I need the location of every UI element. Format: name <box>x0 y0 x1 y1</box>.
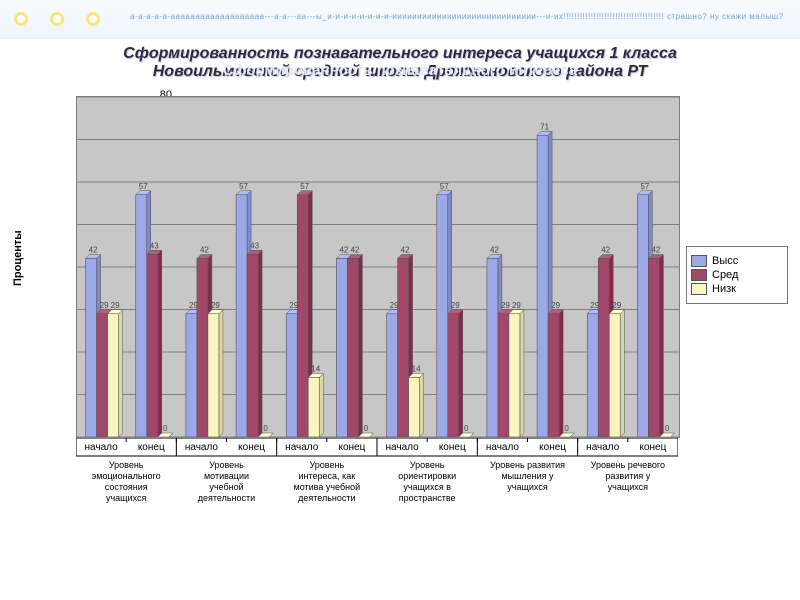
svg-text:Уровень: Уровень <box>209 460 244 470</box>
svg-text:0: 0 <box>163 424 168 433</box>
y-axis-label: Проценты <box>12 230 24 286</box>
flower-icon <box>44 6 70 32</box>
plot-area: 4229295743029422957430295714424202942145… <box>76 96 680 438</box>
svg-text:конец: конец <box>338 442 365 453</box>
svg-text:0: 0 <box>263 424 268 433</box>
svg-text:29: 29 <box>512 301 521 310</box>
svg-text:29: 29 <box>111 301 120 310</box>
svg-text:ориентировки: ориентировки <box>398 471 456 481</box>
svg-text:мотивации: мотивации <box>204 471 249 481</box>
svg-text:начало: начало <box>486 442 520 453</box>
svg-text:42: 42 <box>401 246 410 255</box>
svg-text:учащихся: учащихся <box>507 482 548 492</box>
x-axis: началоконецУровеньэмоциональногосостояни… <box>76 438 678 578</box>
svg-text:57: 57 <box>440 182 449 191</box>
svg-text:эмоционального: эмоционального <box>92 471 161 481</box>
svg-text:учащихся: учащихся <box>608 482 649 492</box>
svg-text:0: 0 <box>564 424 569 433</box>
decorative-banner: а-а-а-а-а-ааааааааааааааааааа---а-а---аа… <box>0 0 800 39</box>
svg-text:29: 29 <box>211 301 220 310</box>
flower-icon <box>80 6 106 32</box>
svg-text:развития у: развития у <box>605 471 650 481</box>
svg-text:конец: конец <box>639 442 666 453</box>
svg-text:29: 29 <box>451 301 460 310</box>
svg-text:состояния: состояния <box>105 482 148 492</box>
svg-text:0: 0 <box>364 424 369 433</box>
svg-text:мышления у: мышления у <box>501 471 554 481</box>
svg-text:Уровень речевого: Уровень речевого <box>591 460 665 470</box>
chart-svg: 4229295743029422957430295714424202942145… <box>77 97 679 437</box>
banner-text: а-а-а-а-а-ааааааааааааааааааа---а-а---аа… <box>130 12 784 21</box>
svg-text:учащихся в: учащихся в <box>403 482 451 492</box>
svg-text:14: 14 <box>412 365 421 374</box>
svg-text:29: 29 <box>551 301 560 310</box>
svg-text:42: 42 <box>339 246 348 255</box>
svg-text:42: 42 <box>651 246 660 255</box>
svg-text:интереса, как: интереса, как <box>299 471 356 481</box>
svg-text:14: 14 <box>311 365 320 374</box>
svg-text:Уровень: Уровень <box>109 460 144 470</box>
svg-text:учебной: учебной <box>209 482 243 492</box>
svg-text:42: 42 <box>601 246 610 255</box>
svg-text:мотива учебной: мотива учебной <box>294 482 361 492</box>
svg-text:конец: конец <box>439 442 466 453</box>
svg-text:начало: начало <box>586 442 620 453</box>
svg-text:57: 57 <box>640 182 649 191</box>
svg-text:57: 57 <box>139 182 148 191</box>
title-line1: Сформированность познавательного интерес… <box>123 45 677 62</box>
svg-text:начало: начало <box>386 442 420 453</box>
svg-text:43: 43 <box>250 241 259 250</box>
svg-text:71: 71 <box>540 122 549 131</box>
svg-text:42: 42 <box>89 246 98 255</box>
svg-text:29: 29 <box>612 301 621 310</box>
svg-text:начало: начало <box>285 442 319 453</box>
svg-text:конец: конец <box>238 442 265 453</box>
svg-text:0: 0 <box>464 424 469 433</box>
shadow-subtitle: Сформированность познавательного интерес… <box>0 62 800 79</box>
svg-text:начало: начало <box>85 442 119 453</box>
svg-text:начало: начало <box>185 442 219 453</box>
svg-text:43: 43 <box>150 241 159 250</box>
svg-text:57: 57 <box>239 182 248 191</box>
svg-text:Уровень: Уровень <box>410 460 445 470</box>
svg-text:Уровень: Уровень <box>309 460 344 470</box>
svg-text:Уровень развития: Уровень развития <box>490 460 565 470</box>
svg-text:учащихся: учащихся <box>106 493 147 503</box>
svg-text:пространстве: пространстве <box>399 493 456 503</box>
svg-text:конец: конец <box>138 442 165 453</box>
svg-text:29: 29 <box>501 301 510 310</box>
svg-text:42: 42 <box>490 246 499 255</box>
svg-text:57: 57 <box>300 182 309 191</box>
svg-text:конец: конец <box>539 442 566 453</box>
svg-text:0: 0 <box>665 424 670 433</box>
svg-text:42: 42 <box>350 246 359 255</box>
svg-text:деятельности: деятельности <box>198 493 255 503</box>
svg-text:деятельности: деятельности <box>298 493 355 503</box>
flower-icon <box>8 6 34 32</box>
svg-text:42: 42 <box>200 246 209 255</box>
legend: ВыссСредНизк <box>686 246 788 304</box>
svg-text:29: 29 <box>100 301 109 310</box>
chart-container: Проценты 01020304050607080 4229295743029… <box>18 86 782 584</box>
